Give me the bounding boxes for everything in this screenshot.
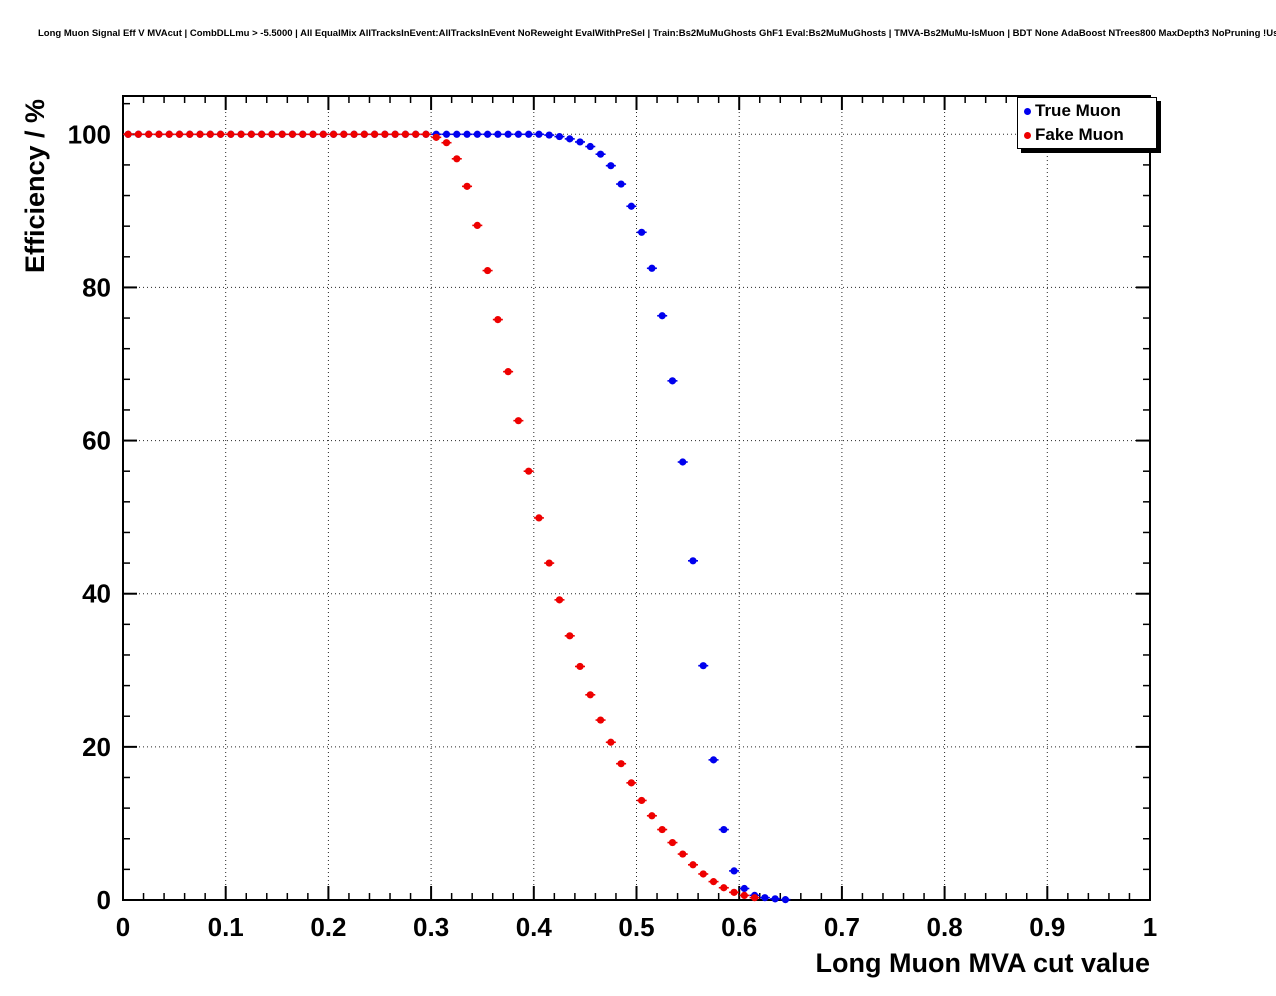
svg-text:0.2: 0.2 [310,912,346,942]
svg-text:0.4: 0.4 [516,912,553,942]
legend-label-fake-muon: Fake Muon [1035,125,1124,144]
svg-text:0.8: 0.8 [927,912,963,942]
y-axis-title: Efficiency / % [20,99,50,273]
svg-text:0: 0 [97,885,111,915]
svg-text:1: 1 [1143,912,1157,942]
svg-text:0.1: 0.1 [208,912,244,942]
axis-ticks [122,96,1151,901]
plot-title: Long Muon Signal Eff V MVAcut | CombDLLm… [38,28,1276,39]
legend: True Muon Fake Muon [1017,97,1157,149]
x-axis-title: Long Muon MVA cut value [816,948,1150,978]
legend-item-fake-muon: Fake Muon [1018,123,1156,147]
svg-text:0.7: 0.7 [824,912,860,942]
plot-frame [122,95,1151,901]
legend-label-true-muon: True Muon [1035,101,1121,120]
legend-item-true-muon: True Muon [1018,99,1156,123]
svg-text:0.9: 0.9 [1029,912,1065,942]
svg-text:40: 40 [82,579,111,609]
svg-text:60: 60 [82,426,111,456]
axis-tick-labels: 0 0.1 0.2 0.3 0.4 0.5 0.6 0.7 0.8 0.9 1 0 20 40 60 80 10… [68,119,1158,942]
svg-text:0: 0 [116,912,130,942]
svg-text:0.6: 0.6 [721,912,757,942]
svg-text:100: 100 [68,119,111,149]
true-muon-marker-icon [1024,107,1031,115]
svg-text:20: 20 [82,732,111,762]
svg-text:80: 80 [82,272,111,302]
fake-muon-marker-icon [1024,131,1031,139]
svg-text:0.3: 0.3 [413,912,449,942]
series-fake-muon [123,130,760,902]
svg-text:0.5: 0.5 [618,912,654,942]
